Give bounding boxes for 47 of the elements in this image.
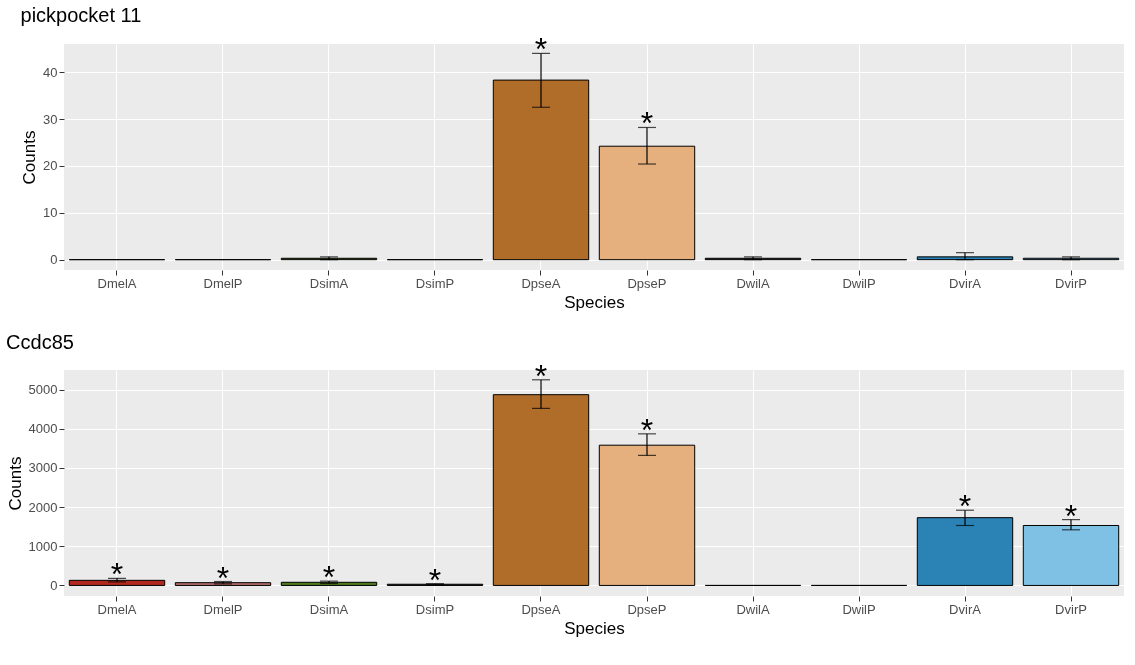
data-label: * <box>534 357 548 394</box>
y-tick-label: 40 <box>43 64 58 80</box>
chart-title: pickpocket 11 <box>20 4 142 27</box>
y-tick-label: 0 <box>50 252 58 268</box>
data-label: * <box>640 105 654 142</box>
x-tick-label: DwilP <box>842 275 876 291</box>
y-tick-label: 20 <box>43 158 58 174</box>
x-tick-label: DpseA <box>521 601 561 617</box>
data-label: * <box>428 561 442 598</box>
y-tick-label: 5000 <box>28 382 58 398</box>
y-tick-label: 3000 <box>28 460 58 476</box>
y-tick-label: 0 <box>50 577 58 593</box>
x-tick-label: DvirA <box>949 275 982 291</box>
x-tick-label: DwilA <box>736 275 770 291</box>
y-tick-label: 30 <box>43 111 58 127</box>
x-tick-label: DpseP <box>627 601 667 617</box>
x-tick-label: DvirP <box>1055 275 1087 291</box>
data-label: * <box>640 411 654 448</box>
x-tick-label: DsimA <box>309 601 349 617</box>
x-tick-label: DvirA <box>949 601 982 617</box>
y-axis-title: Counts <box>20 130 40 185</box>
y-tick-label: 4000 <box>28 421 58 437</box>
x-axis-title: Species <box>564 292 625 312</box>
data-label: * <box>958 488 972 525</box>
x-tick-label: DmelP <box>203 601 243 617</box>
data-label: * <box>216 559 230 596</box>
data-label: * <box>322 559 336 596</box>
x-tick-label: DmelP <box>203 275 243 291</box>
x-tick-label: DwilA <box>736 601 770 617</box>
x-axis-title: Species <box>564 618 625 638</box>
data-label: * <box>1064 497 1078 534</box>
x-tick-label: DmelA <box>97 601 137 617</box>
data-label: * <box>534 31 548 68</box>
x-tick-label: DpseA <box>521 275 561 291</box>
y-tick-label: 1000 <box>28 538 58 554</box>
x-tick-label: DwilP <box>842 601 876 617</box>
x-tick-label: DpseP <box>627 275 667 291</box>
y-tick-label: 10 <box>43 205 58 221</box>
x-tick-label: DmelA <box>97 275 137 291</box>
x-tick-label: DsimP <box>415 275 455 291</box>
y-axis-title: Counts <box>5 456 25 511</box>
chart-title: Ccdc85 <box>6 330 74 353</box>
x-tick-label: DsimA <box>309 275 349 291</box>
x-tick-label: DvirP <box>1055 601 1087 617</box>
x-tick-label: DsimP <box>415 601 455 617</box>
data-label: * <box>110 556 124 593</box>
y-tick-label: 2000 <box>28 499 58 515</box>
